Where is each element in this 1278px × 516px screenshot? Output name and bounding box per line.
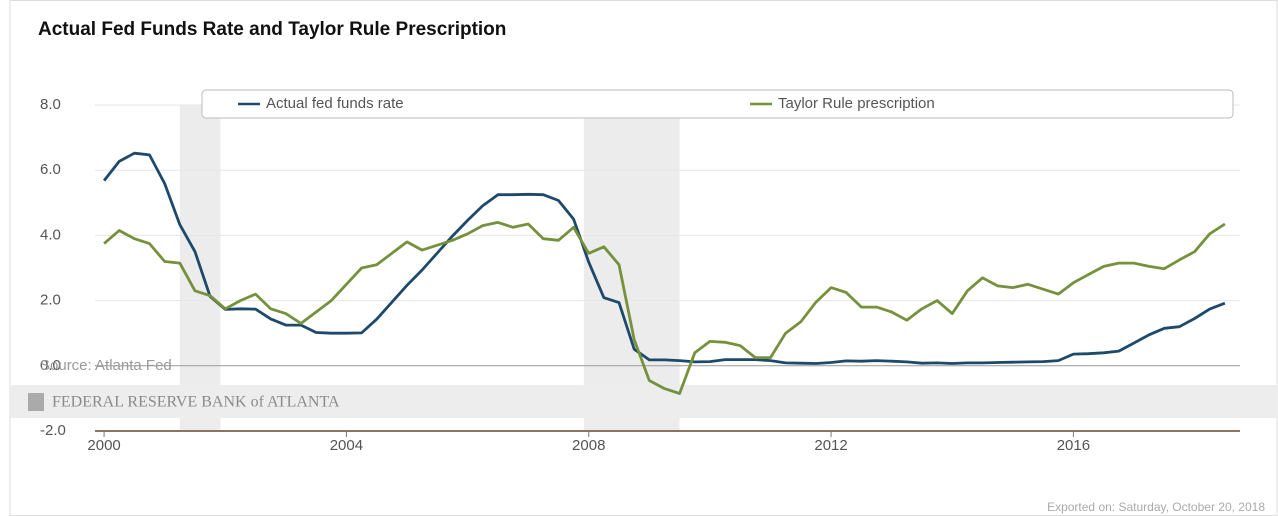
y-tick-label: -2.0 <box>40 422 66 439</box>
recession-band <box>583 105 680 431</box>
x-tick-label: 2012 <box>814 437 847 454</box>
footer: Exported on: Saturday, October 20, 2018 <box>1047 500 1265 514</box>
x-tick-label: 2016 <box>1057 437 1090 454</box>
x-tick-label: 2000 <box>87 437 120 454</box>
chart-title: Actual Fed Funds Rate and Taylor Rule Pr… <box>38 19 506 40</box>
x-tick-label: 2004 <box>330 437 363 454</box>
y-tick-label: 6.0 <box>40 161 61 178</box>
watermark-band <box>10 385 1277 418</box>
y-tick-label: 2.0 <box>40 292 61 309</box>
series-line <box>102 151 1226 365</box>
legend-box <box>201 89 1234 119</box>
watermark-logo <box>28 393 44 411</box>
series-line <box>103 221 1226 395</box>
legend-label: Taylor Rule prescription <box>778 95 935 112</box>
y-tick-label: 0.0 <box>40 357 61 374</box>
y-tick-label: 8.0 <box>40 96 61 113</box>
legend-label: Actual fed funds rate <box>266 95 404 112</box>
source-note: Source: Atlanta Fed <box>40 357 172 374</box>
watermark: FEDERAL RESERVE BANK of ATLANTA <box>52 394 340 411</box>
x-tick-label: 2008 <box>572 437 605 454</box>
y-tick-label: 4.0 <box>40 226 61 243</box>
